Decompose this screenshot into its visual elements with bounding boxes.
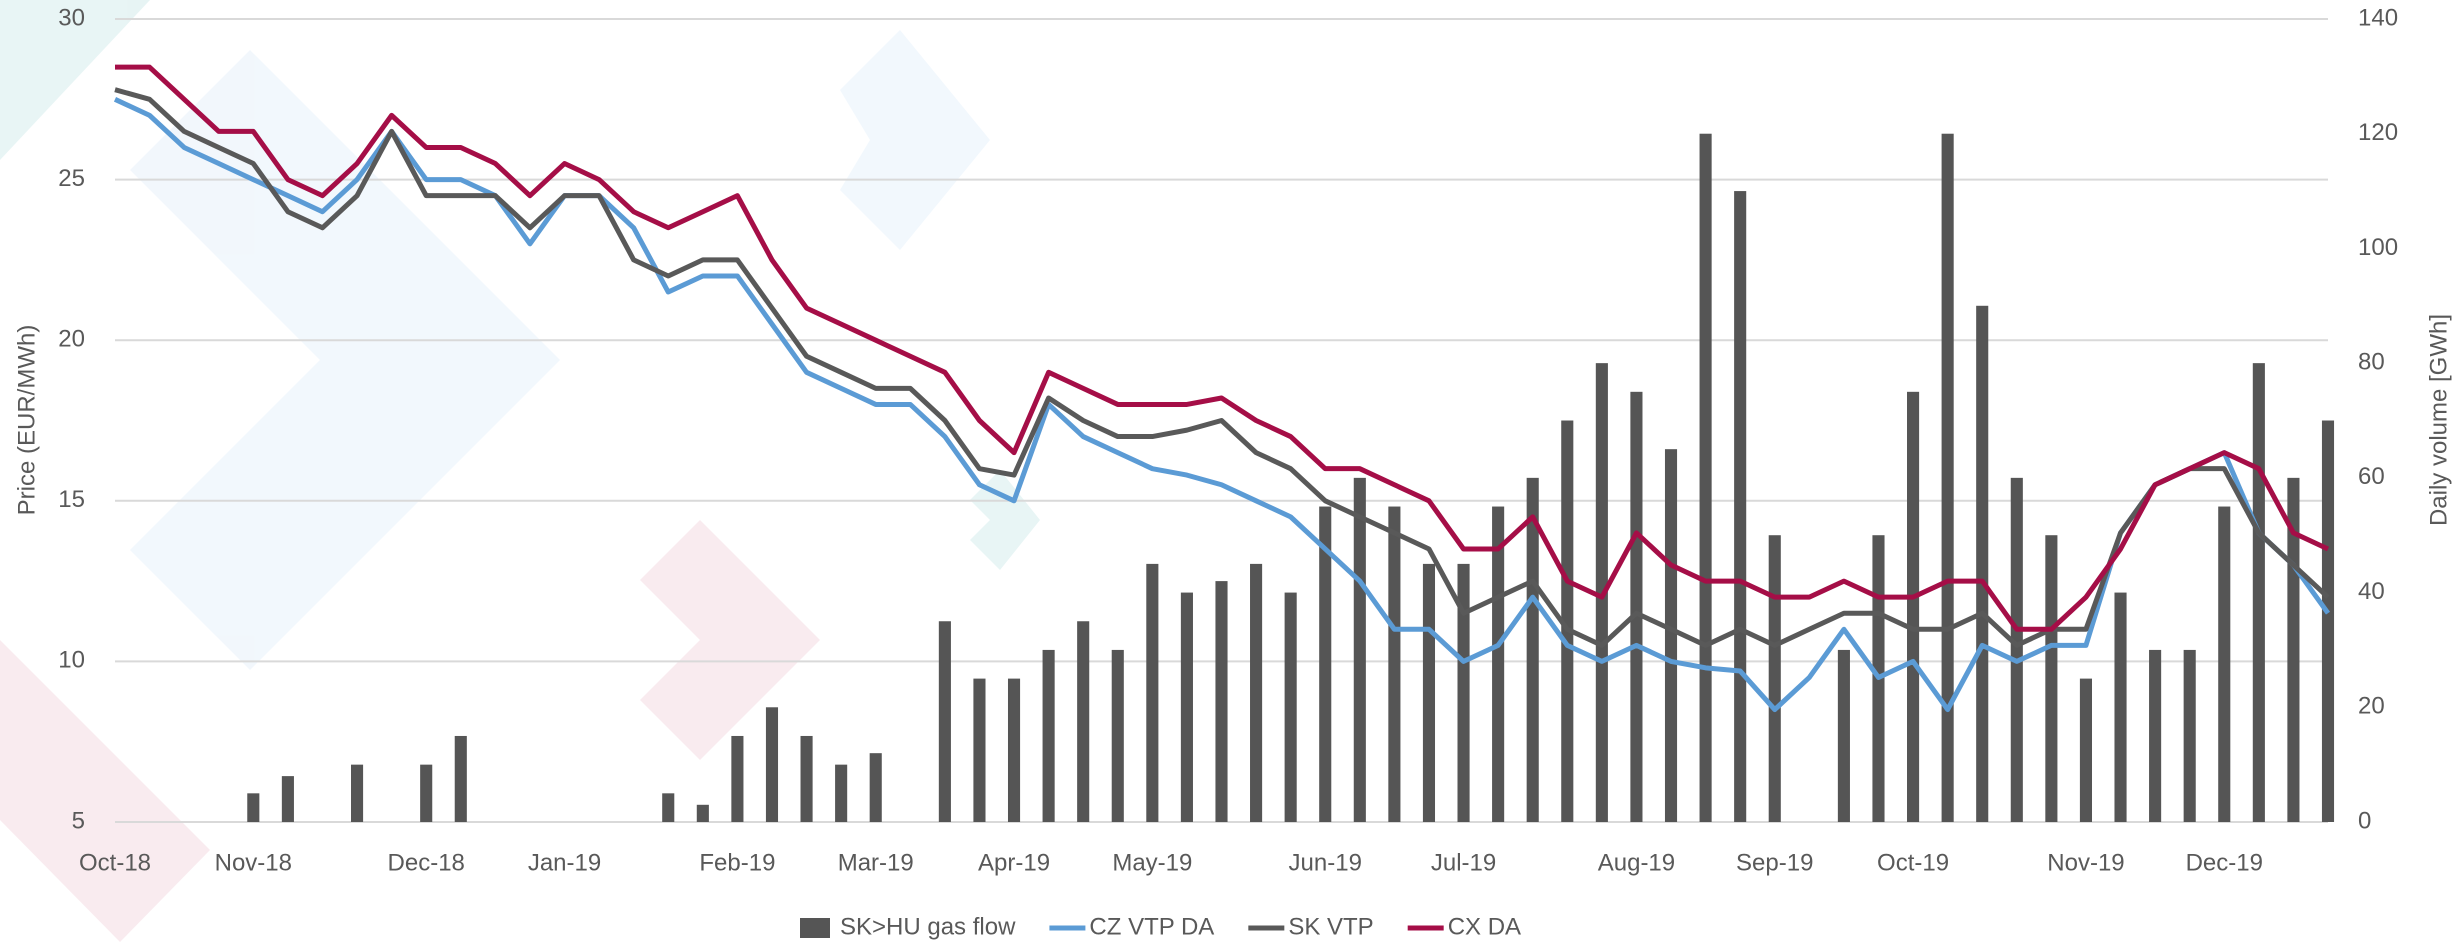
legend-label: SK VTP [1288,913,1373,940]
bar [2079,678,2093,822]
bar [869,753,882,822]
bar [1976,305,1989,822]
bar [420,764,433,822]
x-tick-label: May-19 [1112,849,1192,876]
line [114,87,2330,648]
bar [1388,506,1401,822]
x-tick-label: Oct-19 [1877,849,1949,876]
bar [1941,133,1954,822]
bar [2252,363,2265,822]
bar [247,793,260,822]
legend-label: CX DA [1448,913,1521,940]
line [113,97,2331,713]
bar [1007,678,1021,822]
y-axis-title: Price (EUR/MWh) [13,325,40,516]
y-tick-label: 15 [58,486,85,513]
y2-tick-label: 80 [2358,348,2385,375]
x-tick-label: Sep-19 [1736,849,1813,876]
bar [1180,592,1193,822]
bar [2183,649,2196,822]
bar [1907,391,1920,822]
bar [1492,506,1505,822]
x-tick-label: Jun-19 [1289,849,1362,876]
legend-label: CZ VTP DA [1089,913,1214,940]
bar [1664,449,1678,822]
bar [1319,506,1332,822]
y2-axis-title: Daily volume [GWh] [2425,314,2452,526]
x-tick-label: Jan-19 [528,849,601,876]
x-tick-label: Mar-19 [838,849,914,876]
bar [1699,133,1712,822]
bar [1284,592,1297,822]
x-tick-label: Jul-19 [1431,849,1496,876]
bar [2114,592,2127,822]
bar [2045,535,2058,822]
y-tick-label: 30 [58,4,85,31]
bar [1630,391,1643,822]
x-tick-label: Dec-19 [2186,849,2263,876]
bar [2218,506,2231,822]
bar [2010,477,2023,822]
bar [350,764,364,822]
bar [938,621,951,822]
y-tick-label: 10 [58,647,85,674]
bar [1457,563,1470,822]
x-tick-label: Apr-19 [978,849,1050,876]
bar [1734,191,1747,823]
bar [731,735,744,822]
bar [662,793,675,822]
bar [1526,477,1539,822]
x-tick-label: Nov-18 [215,849,292,876]
bar [800,735,813,822]
x-tick-label: Aug-19 [1598,849,1675,876]
legend-label: SK>HU gas flow [840,913,1016,940]
y-tick-label: 5 [72,807,85,834]
bar [1146,563,1159,822]
x-tick-label: Nov-19 [2047,849,2124,876]
bar [973,678,986,822]
y2-tick-label: 120 [2358,119,2398,146]
bar [1077,621,1090,822]
y2-tick-label: 100 [2358,234,2398,261]
legend-swatch [800,918,830,938]
bar [696,804,709,822]
bar [1561,420,1574,822]
bar [1837,649,1850,822]
bar [2321,420,2335,822]
bar [454,735,467,822]
x-tick-label: Oct-18 [79,849,151,876]
bar [1215,581,1228,822]
bar [1422,563,1436,822]
x-tick-label: Dec-18 [388,849,465,876]
y2-tick-label: 20 [2358,693,2385,720]
line [115,64,2330,632]
y2-tick-label: 140 [2358,4,2398,31]
background-decoration [0,0,1040,942]
bar [1042,649,1055,822]
bar [1250,563,1263,822]
bar [835,764,848,822]
bar [2149,649,2162,822]
bar [281,776,294,822]
bar [1353,477,1366,822]
y-tick-label: 25 [58,165,85,192]
bar [765,707,779,822]
bar [1111,649,1124,822]
y2-tick-label: 60 [2358,463,2385,490]
y2-tick-label: 40 [2358,578,2385,605]
x-tick-label: Feb-19 [699,849,775,876]
y2-tick-label: 0 [2358,807,2371,834]
bar [1768,535,1781,822]
y-tick-label: 20 [58,326,85,353]
